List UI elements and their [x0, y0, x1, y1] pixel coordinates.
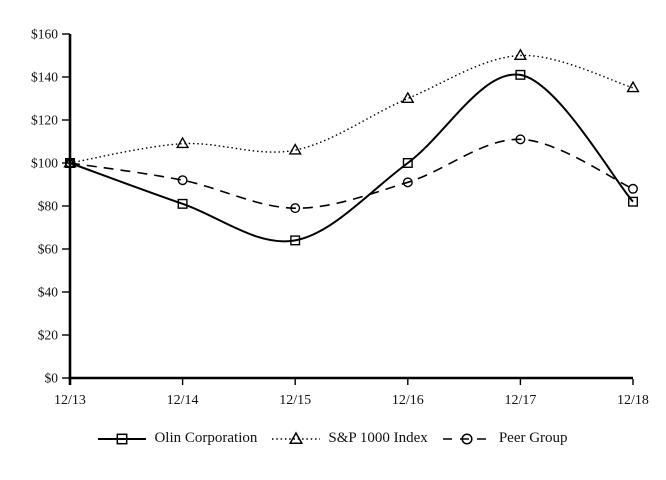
y-tick-label: $60	[38, 242, 59, 257]
plot-area: $0 $20 $40 $60 $80 $100 $120 $140 $160 12/13 12/14…	[31, 27, 649, 409]
series-peer-group-circle-marker	[177, 175, 188, 186]
legend-label-olin-corporation: Olin Corporation	[154, 430, 258, 446]
series-line-s-p-1000-index	[69, 54, 634, 164]
x-tick-label: 12/13	[54, 393, 86, 408]
legend-label-sp-1000-index: S&P 1000 Index	[328, 430, 428, 446]
series-peer-group-circle-marker	[628, 183, 639, 194]
series-peer-group-circle-marker	[290, 203, 301, 214]
circle-icon	[461, 432, 473, 445]
legend-item-sp-1000-index: S&P 1000 Index	[272, 430, 428, 447]
x-tick-label: 12/14	[167, 393, 199, 408]
series-olin-corporation-square-marker	[628, 196, 639, 207]
y-tick-label: $0	[45, 371, 59, 386]
y-tick-label: $40	[38, 285, 59, 300]
y-tick-label: $160	[31, 27, 58, 42]
series-s-p-1000-index-triangle-marker	[175, 136, 190, 149]
series-s-p-1000-index-triangle-marker	[288, 143, 302, 155]
square-icon	[117, 433, 128, 444]
y-tick-label: $140	[31, 70, 58, 85]
x-tick-label: 12/17	[504, 393, 536, 408]
triangle-icon	[289, 430, 304, 444]
legend-label-peer-group: Peer Group	[498, 430, 568, 446]
series-olin-corporation-square-marker	[515, 69, 526, 80]
legend-item-peer-group: Peer Group	[442, 430, 568, 447]
y-tick-label: $20	[38, 328, 59, 343]
series-line-olin-corporation	[69, 73, 634, 243]
x-tick-label: 12/15	[279, 393, 311, 408]
legend-item-olin-corporation: Olin Corporation	[98, 430, 257, 447]
series-peer-group-circle-marker	[515, 134, 526, 145]
legend: Olin Corporation S&P 1000 Index Peer Gro…	[0, 430, 666, 447]
legend-swatch-dotted-triangle	[272, 430, 321, 444]
y-tick-label: $80	[38, 199, 59, 214]
series-peer-group-circle-marker	[64, 157, 75, 168]
x-tick-label: 12/18	[617, 393, 649, 408]
series-s-p-1000-index-triangle-marker	[626, 80, 640, 93]
legend-swatch-dashed-circle	[442, 432, 491, 445]
series-line-peer-group	[69, 138, 634, 210]
series-peer-group-circle-marker	[402, 177, 413, 188]
y-tick-label: $120	[31, 113, 58, 128]
series-olin-corporation-square-marker	[177, 198, 188, 209]
series-s-p-1000-index-triangle-marker	[513, 48, 528, 60]
legend-swatch-solid-square	[98, 433, 147, 444]
x-tick-label: 12/16	[392, 393, 424, 408]
series-s-p-1000-index-triangle-marker	[401, 91, 415, 103]
series-olin-corporation-square-marker	[290, 235, 301, 246]
y-tick-label: $100	[31, 156, 58, 171]
series-olin-corporation-square-marker	[402, 157, 413, 168]
